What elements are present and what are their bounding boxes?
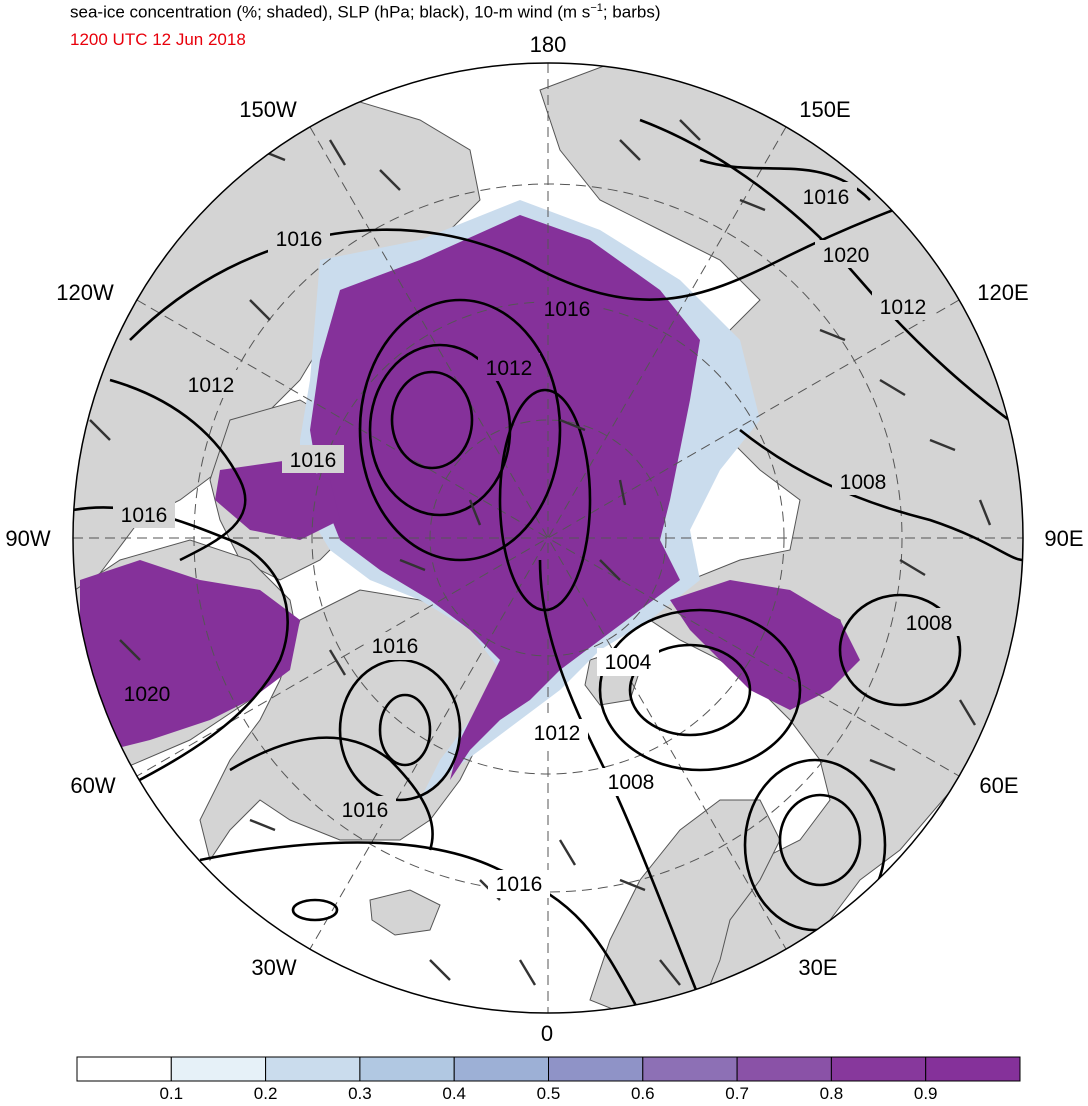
isobar-labels: 1016 1020 1016 1012 1016 1012 1012 1008 …	[113, 182, 960, 898]
colorbar-tick-label: 0.4	[442, 1084, 466, 1103]
longitude-labels: 180 150E 120E 90E 60E 30E 0 30W 60W 90W …	[5, 32, 1083, 1046]
isobar-label-1016-w: 1016	[121, 504, 168, 527]
isobar-1008-east	[739, 428, 1023, 562]
lon-label-60w: 60W	[70, 773, 115, 798]
colorbar-swatch	[736, 1056, 832, 1082]
colorbar-swatch	[548, 1056, 644, 1082]
isobar-atlantic-small	[291, 898, 339, 922]
lon-label-180: 180	[530, 32, 567, 57]
isobar-1016-greenland	[229, 736, 434, 851]
isobar-label-1012-ne: 1012	[880, 296, 927, 319]
isobar-label-1012-s: 1012	[534, 722, 581, 745]
isobar-label-1012-w: 1012	[188, 374, 235, 397]
isobar-1012-east	[639, 118, 1023, 432]
lon-label-0: 0	[541, 1021, 553, 1046]
colorbar-swatch	[170, 1056, 267, 1082]
colorbar-swatch	[925, 1056, 1021, 1082]
colorbar-tick-label: 0.9	[914, 1084, 938, 1103]
colorbar-swatch	[265, 1056, 361, 1082]
isobar-1016-atlantic	[199, 841, 642, 1013]
isobar-scandinavia-low2	[743, 758, 887, 932]
lon-label-150e: 150E	[799, 97, 850, 122]
isobar-label-1016-nw: 1016	[276, 228, 323, 251]
colorbar-tick-label: 0.1	[159, 1084, 183, 1103]
lon-label-30w: 30W	[251, 955, 296, 980]
colorbar-swatch	[359, 1056, 455, 1082]
colorbar-tick-label: 0.8	[820, 1084, 844, 1103]
map-border	[72, 62, 1024, 1014]
archipelago-ice	[215, 460, 340, 540]
isobar-label-1020-ne: 1016	[803, 186, 850, 209]
isobar-1012-central	[538, 559, 702, 1001]
colorbar-tick-label: 0.6	[631, 1084, 655, 1103]
colorbar-swatch	[830, 1056, 927, 1082]
colorbar-tick-label: 0.2	[254, 1084, 278, 1103]
lon-label-120w: 120W	[56, 280, 114, 305]
colorbar-swatch	[76, 1056, 172, 1082]
colorbar-tick-label: 0.7	[725, 1084, 749, 1103]
lon-label-150w: 150W	[239, 97, 297, 122]
isobar-label-1016-greenland: 1016	[372, 635, 419, 658]
isobar-low-ring2	[358, 298, 562, 562]
isobar-kara-low	[838, 593, 962, 707]
lon-label-30e: 30E	[798, 955, 837, 980]
isobar-label-1016-archipelago: 1016	[290, 449, 337, 472]
isobar-low-center	[390, 370, 474, 470]
colorbar-swatch	[642, 1056, 738, 1082]
isobar-label-1020-w: 1020	[124, 683, 171, 706]
map-title: sea-ice concentration (%; shaded), SLP (…	[70, 2, 661, 22]
isobar-label-1016-center: 1016	[544, 298, 591, 321]
colorbar-swatch	[453, 1056, 550, 1082]
lon-label-120e: 120E	[977, 280, 1028, 305]
isobar-label-1004: 1004	[605, 651, 652, 674]
colorbar-tick-label: 0.5	[537, 1084, 561, 1103]
colorbar: 0.1 0.2 0.3 0.4 0.5 0.6 0.7 0.8 0.9	[76, 1056, 1021, 1103]
lon-label-90w: 90W	[5, 526, 50, 551]
map-date: 1200 UTC 12 Jun 2018	[70, 30, 246, 49]
colorbar-tick-label: 0.3	[348, 1084, 372, 1103]
isobar-label-1016-sw: 1016	[342, 799, 389, 822]
isobar-label-1012-center: 1012	[486, 357, 533, 380]
isobar-label-1008-kara: 1008	[906, 612, 953, 635]
isobar-greenland-high	[378, 693, 432, 767]
isobar-1012-west	[109, 378, 247, 562]
lon-label-90e: 90E	[1044, 526, 1083, 551]
isobar-barents-low	[628, 643, 752, 737]
isobar-label-1016-s: 1016	[496, 873, 543, 896]
isobar-barents-low2	[598, 608, 802, 772]
isobar-scandinavia-low	[778, 793, 862, 887]
isobar-label-1016-ne: 1020	[823, 244, 870, 267]
lon-label-60e: 60E	[979, 773, 1018, 798]
isobar-label-1008-s: 1008	[608, 771, 655, 794]
iceland-land	[369, 889, 441, 936]
isobar-label-1008-e: 1008	[840, 471, 887, 494]
